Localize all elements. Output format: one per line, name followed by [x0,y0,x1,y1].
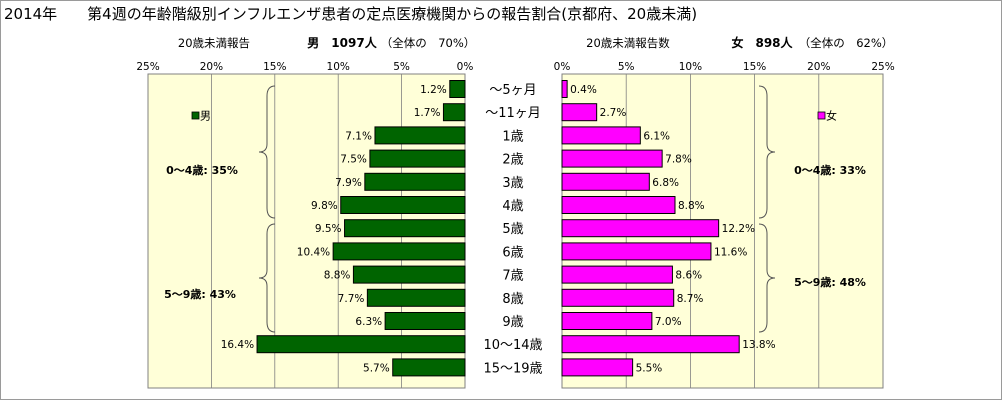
female-data-label: 6.1% [643,130,670,142]
category-label: ～5ヶ月 [489,83,536,98]
male-data-label: 1.2% [420,84,447,96]
female-bar [561,288,675,307]
female-legend-swatch [817,111,826,120]
male-data-label: 9.5% [315,223,342,235]
female-data-label: 0.4% [570,84,597,96]
male-header-label: 20歳未満報告 [178,36,250,50]
female-bar [561,196,676,214]
male-bar [374,126,466,145]
category-label: 2歳 [502,153,523,168]
female-group-label-5-9: 5～9歳: 48% [794,275,866,289]
female-bar [561,126,641,145]
male-data-label: 9.8% [311,200,338,212]
male-data-label: 8.8% [324,270,351,282]
male-data-label: 1.7% [414,107,441,119]
female-data-label: 7.8% [665,154,692,166]
category-label: 10～14歳 [483,338,542,353]
female-data-label: 12.2% [722,223,755,235]
male-bar [449,80,466,98]
female-bar [561,103,598,122]
female-data-label: 11.6% [714,246,747,258]
chart-title: 2014年 第4週の年齢階級別インフルエンザ患者の定点医療機関からの報告割合(京… [4,5,697,23]
female-bar [561,242,712,261]
category-label: 1歳 [502,129,523,144]
male-bar [392,358,466,377]
male-bar [442,103,466,122]
male-tick-label: 0% [457,61,474,73]
female-tick-label: 25% [871,61,894,73]
female-data-label: 8.8% [678,200,705,212]
male-bar [340,196,466,214]
female-data-label: 8.6% [675,270,702,282]
female-tick-label: 15% [743,61,766,73]
male-tick-label: 10% [327,61,350,73]
male-data-label: 5.7% [363,362,390,374]
male-bar [369,149,466,168]
female-data-label: 13.8% [742,339,775,351]
female-group-label-0-4: 0～4歳: 33% [794,163,866,177]
male-data-label: 7.9% [335,177,362,189]
female-header-share: （全体の 62%） [799,36,894,50]
female-bar [561,172,650,191]
female-bar [561,265,673,284]
male-header-share: （全体の 70%） [381,36,476,50]
male-tick-label: 25% [136,61,159,73]
female-tick-label: 0% [554,61,571,73]
male-brace-0-4 [258,85,276,219]
male-data-label: 10.4% [297,246,330,258]
female-bar [561,358,634,377]
male-bar [344,219,466,238]
female-brace-5-9 [758,223,776,333]
female-tick-label: 20% [807,61,830,73]
female-brace-0-4 [758,85,776,219]
female-data-label: 7.0% [655,316,682,328]
male-bar [364,172,466,191]
male-data-label: 7.7% [338,293,365,305]
male-data-label: 7.5% [340,154,367,166]
male-tick-label: 20% [200,61,223,73]
female-data-label: 6.8% [652,177,679,189]
male-group-label-5-9: 5～9歳: 43% [164,287,236,301]
category-label: 15～19歳 [483,361,542,376]
male-legend-swatch [191,111,200,120]
male-header-total: 男 1097人 [307,35,377,50]
female-bar [561,312,653,330]
male-bar [352,265,466,284]
male-data-label: 6.3% [355,316,382,328]
category-label: 4歳 [502,199,523,214]
male-bar [366,288,466,307]
female-bar [561,149,663,168]
male-bar [256,335,466,354]
male-data-label: 16.4% [221,339,254,351]
category-label: 6歳 [502,245,523,260]
male-legend-label: 男 [200,110,211,123]
category-label: 9歳 [502,315,523,330]
category-label: 5歳 [502,222,523,237]
male-tick-label: 15% [263,61,286,73]
female-bar [561,219,720,238]
female-data-label: 5.5% [636,362,663,374]
female-bar [561,335,740,354]
male-tick-label: 5% [393,61,410,73]
category-label: 8歳 [502,292,523,307]
female-legend-label: 女 [826,109,837,123]
female-tick-label: 5% [618,61,635,73]
male-group-label-0-4: 0～4歳: 35% [166,163,238,177]
female-header-total: 女 898人 [731,35,793,50]
category-label: 7歳 [502,269,523,284]
female-tick-label: 10% [679,61,702,73]
category-label: 3歳 [502,176,523,191]
female-data-label: 8.7% [677,293,704,305]
female-header-label: 20歳未満報告数 [586,36,670,50]
female-data-label: 2.7% [600,107,627,119]
male-bar [332,242,466,261]
category-label: ～11ヶ月 [485,106,541,121]
male-bar [384,312,466,330]
male-brace-5-9 [258,223,276,333]
male-data-label: 7.1% [345,130,372,142]
female-bar [561,80,568,98]
